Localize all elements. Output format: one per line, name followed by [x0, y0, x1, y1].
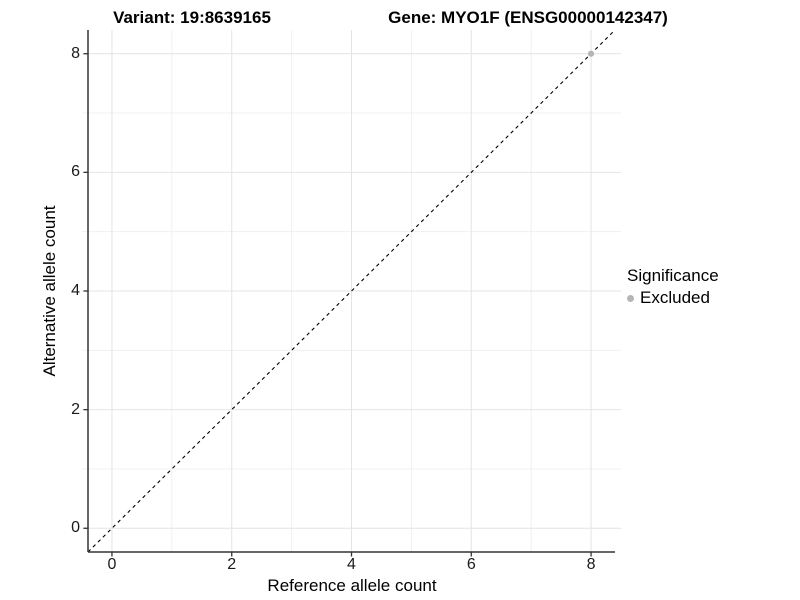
- y-axis-title: Alternative allele count: [40, 205, 59, 377]
- plot-title-variant: Variant: 19:8639165: [113, 8, 271, 27]
- y-tick-label-2: 2: [71, 400, 80, 418]
- y-tick-label-6: 6: [71, 163, 80, 181]
- legend: Significance Excluded: [627, 266, 719, 308]
- x-tick-label-4: 4: [347, 556, 356, 573]
- legend-item-label: Excluded: [640, 288, 710, 307]
- y-tick-label-4: 4: [71, 282, 80, 299]
- y-tick-label-8: 8: [71, 44, 80, 62]
- identity-line: [87, 30, 616, 553]
- x-tick-label-6: 6: [466, 556, 476, 573]
- legend-item-excluded: Excluded: [627, 288, 719, 308]
- legend-title: Significance: [627, 266, 719, 285]
- excluded-point-icon: [627, 294, 634, 302]
- y-tick-label-0: 0: [71, 519, 80, 537]
- data-point-excluded: [587, 50, 595, 57]
- plot-title-gene: Gene: MYO1F (ENSG00000142347): [388, 8, 668, 27]
- x-tick-label-0: 0: [107, 556, 117, 573]
- x-tick-label-2: 2: [227, 556, 237, 573]
- plot-panel: [82, 30, 621, 557]
- x-axis-title: Reference allele count: [267, 576, 437, 595]
- x-tick-label-8: 8: [586, 556, 596, 573]
